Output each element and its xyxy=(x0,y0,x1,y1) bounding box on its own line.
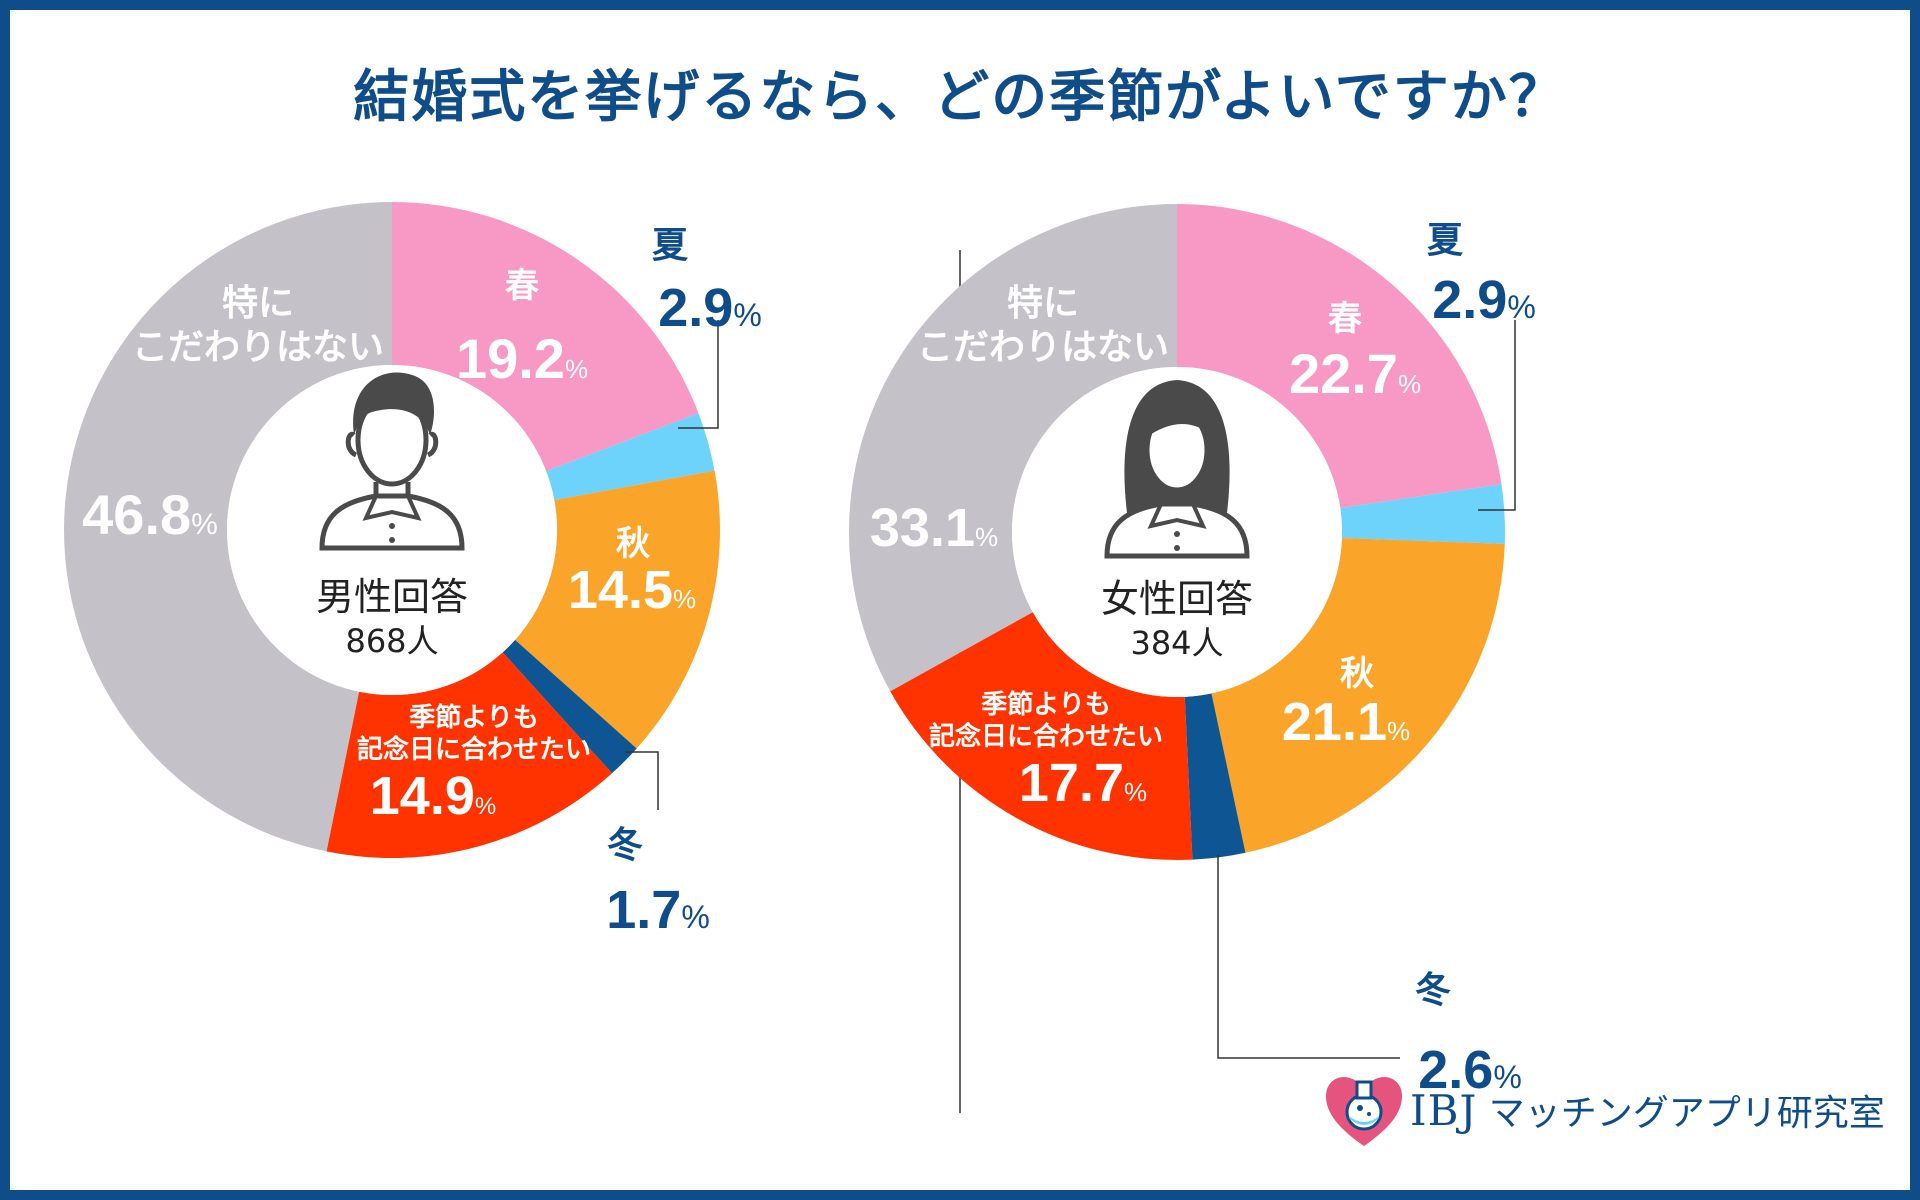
leader-line-winter xyxy=(1217,855,1400,1059)
brand-suffix: マッチングアプリ研究室 xyxy=(1488,1093,1885,1134)
slice-anniversary xyxy=(326,652,612,858)
value-autumn: 21.1% xyxy=(1282,692,1410,752)
label-no_preference-line-2: こだわりはない xyxy=(132,327,384,368)
leader-line-summer xyxy=(1478,320,1516,511)
label-summer: 夏 xyxy=(1427,220,1464,261)
slice-winter xyxy=(502,639,637,774)
label-no_preference-line-1: 特に xyxy=(1007,283,1079,324)
slice-no_preference xyxy=(849,204,1177,692)
label-anniversary-line-1: 季節よりも xyxy=(409,702,538,733)
slice-winter xyxy=(1184,693,1246,860)
slice-summer xyxy=(546,413,715,501)
label-summer: 夏 xyxy=(652,225,689,266)
value-anniversary: 14.9% xyxy=(370,766,496,826)
label-spring: 春 xyxy=(1328,299,1362,339)
value-winter: 1.7% xyxy=(606,880,710,940)
label-anniversary-line-2: 記念日に合わせたい xyxy=(357,734,591,765)
label-spring: 春 xyxy=(505,266,539,306)
slice-no_preference xyxy=(64,201,393,852)
label-no_preference-line-1: 特に xyxy=(222,283,294,324)
label-autumn: 秋 xyxy=(616,524,650,564)
value-no_preference: 33.1% xyxy=(870,498,998,558)
slice-autumn xyxy=(1211,537,1505,853)
brand-name: IBJ マッチングアプリ研究室 xyxy=(1410,1084,1885,1136)
label-autumn: 秋 xyxy=(1340,654,1374,694)
value-no_preference: 46.8% xyxy=(82,483,218,546)
slice-autumn xyxy=(515,470,720,749)
woman-icon xyxy=(1104,380,1250,559)
value-spring: 19.2% xyxy=(456,327,588,390)
label-winter: 冬 xyxy=(607,825,643,866)
leader-line-summer xyxy=(678,320,719,429)
label-winter: 冬 xyxy=(1415,970,1451,1011)
brand-ibj: IBJ xyxy=(1410,1086,1478,1135)
slice-anniversary xyxy=(890,612,1193,860)
label-anniversary-line-1: 季節よりも xyxy=(981,689,1110,720)
label-anniversary-line-2: 記念日に合わせたい xyxy=(929,721,1163,752)
value-winter: 2.6% xyxy=(1418,1040,1522,1100)
respondent-label: 男性回答 xyxy=(316,575,468,619)
value-summer: 2.9% xyxy=(658,278,762,338)
value-autumn: 14.5% xyxy=(568,560,696,620)
leader-line-winter xyxy=(625,751,659,810)
chart-title: 結婚式を挙げるなら、どの季節がよいですか？ xyxy=(353,65,1567,130)
respondent-count: 868人 xyxy=(345,622,438,660)
value-summer: 2.9% xyxy=(1432,270,1536,330)
value-spring: 22.7% xyxy=(1289,342,1421,405)
respondent-label: 女性回答 xyxy=(1101,577,1253,621)
brand-logo: IBJ マッチングアプリ研究室 xyxy=(1322,1070,1885,1150)
slice-summer xyxy=(1340,484,1505,544)
heart-flask-icon xyxy=(1326,1076,1402,1146)
respondent-count: 384人 xyxy=(1130,624,1223,662)
slice-spring xyxy=(1177,204,1502,509)
value-anniversary: 17.7% xyxy=(1019,753,1147,813)
man-icon xyxy=(319,372,465,551)
slice-spring xyxy=(392,202,699,472)
label-no_preference-line-2: こだわりはない xyxy=(917,327,1169,368)
